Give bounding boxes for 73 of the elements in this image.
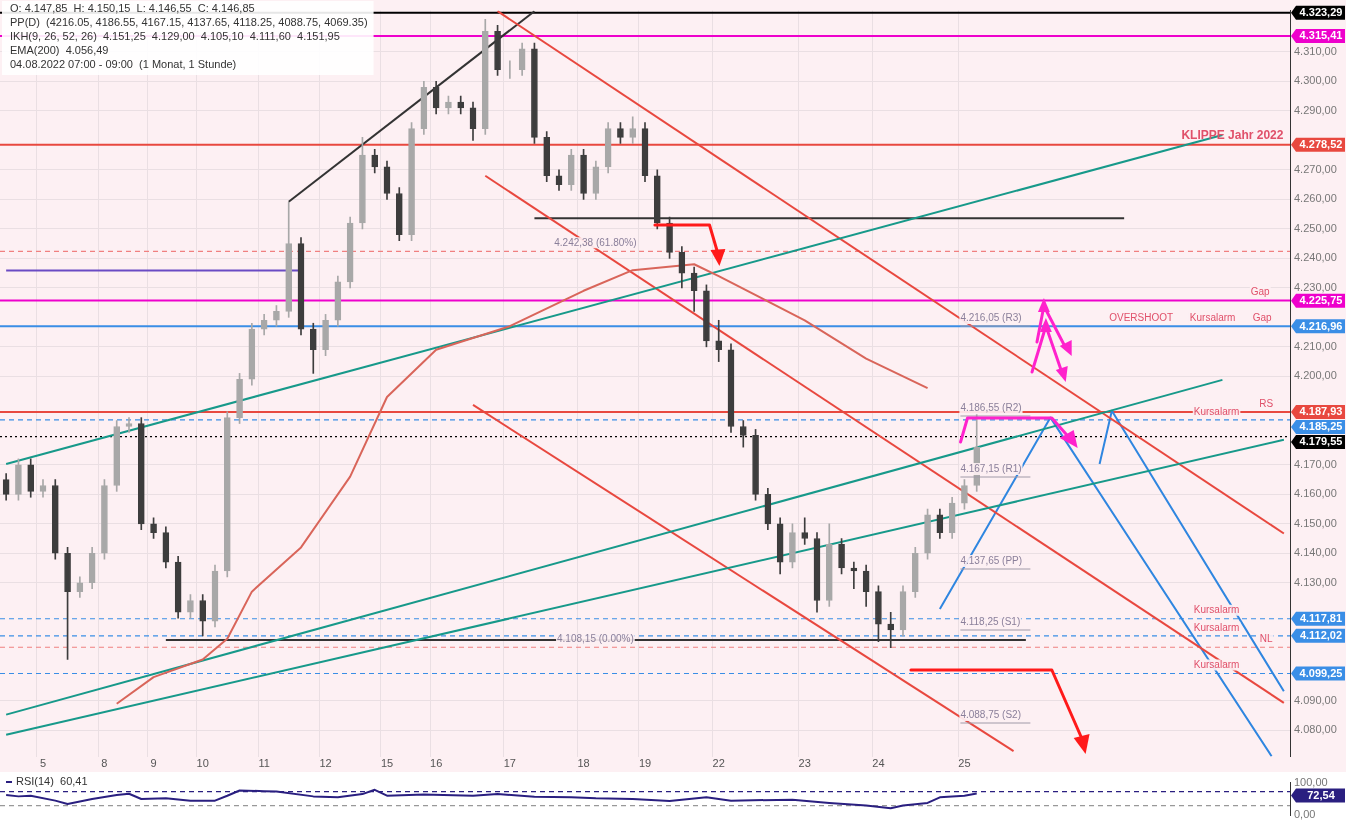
ref-line-label: 4.112,02 bbox=[1299, 629, 1343, 642]
y-tick-label: 4.210,00 bbox=[1294, 339, 1337, 352]
x-tick-label: 22 bbox=[712, 757, 725, 770]
ref-line-label: 72,54 bbox=[1307, 789, 1336, 802]
ref-line-label: 4.187,93 bbox=[1299, 405, 1343, 418]
y-tick-label: 100,00 bbox=[1294, 775, 1328, 788]
annotation: 4.137,65 (PP) bbox=[960, 554, 1023, 566]
annotation: 04.08.2022 07:00 - 09:00 (1 Monat, 1 Stunde) bbox=[10, 58, 237, 71]
y-tick-label: 4.160,00 bbox=[1294, 487, 1337, 500]
x-tick-label: 11 bbox=[258, 757, 270, 770]
annotation: O: 4.147,85 H: 4.150,15 L: 4.146,55 C: 4.146,85 bbox=[10, 2, 255, 15]
ref-line-label: 4.185,25 bbox=[1299, 420, 1343, 433]
ref-line-label: 4.225,75 bbox=[1299, 294, 1343, 307]
annotation: 4.108,15 (0.00%) bbox=[557, 632, 634, 644]
y-tick-label: 4.240,00 bbox=[1294, 251, 1337, 264]
x-tick-label: 25 bbox=[958, 757, 971, 770]
x-tick-label: 24 bbox=[872, 757, 885, 770]
y-tick-label: 4.130,00 bbox=[1294, 575, 1337, 588]
annotation: Kursalarm bbox=[1189, 312, 1236, 324]
annotation: 4.216,05 (R3) bbox=[960, 311, 1022, 323]
x-tick-label: 19 bbox=[638, 757, 652, 770]
candlestick bbox=[715, 319, 723, 362]
x-tick-label: 23 bbox=[798, 757, 811, 770]
annotation: 4.167,15 (R1) bbox=[960, 462, 1022, 474]
y-tick-label: 4.090,00 bbox=[1294, 693, 1337, 706]
annotation: RS bbox=[1259, 397, 1274, 409]
annotation: NL bbox=[1259, 632, 1274, 644]
annotation: Kursalarm bbox=[1193, 405, 1240, 417]
annotation: 4.088,75 (S2) bbox=[960, 708, 1021, 720]
y-tick-label: 4.140,00 bbox=[1294, 546, 1337, 559]
ref-line-label: 4.099,25 bbox=[1299, 667, 1343, 680]
annotation: Kursalarm bbox=[1193, 621, 1240, 633]
annotation: Gap bbox=[1252, 312, 1273, 324]
x-tick-label: 9 bbox=[150, 757, 157, 770]
annotation: Kursalarm bbox=[1193, 659, 1240, 671]
x-tick-label: 5 bbox=[39, 757, 47, 770]
y-tick-label: 4.080,00 bbox=[1294, 723, 1337, 736]
annotation: Gap bbox=[1250, 286, 1271, 298]
x-tick-label: 15 bbox=[380, 757, 394, 770]
annotation: OVERSHOOT bbox=[1109, 312, 1174, 324]
annotation: PP(D) (4216.05, 4186.55, 4167.15, 4137.65, 4118.25, 4088.75, 4069.35) bbox=[10, 16, 368, 29]
x-tick-label: 17 bbox=[503, 757, 516, 770]
ref-line-label: 4.315,41 bbox=[1299, 29, 1343, 42]
annotation: KLIPPE Jahr 2022 bbox=[1181, 128, 1284, 143]
y-tick-label: 4.290,00 bbox=[1294, 103, 1337, 116]
annotation: 4.186,55 (R2) bbox=[960, 401, 1022, 413]
x-tick-label: 16 bbox=[430, 757, 443, 770]
x-tick-label: 8 bbox=[101, 757, 108, 770]
y-tick-label: 4.150,00 bbox=[1294, 516, 1337, 529]
annotation: 4.242,38 (61.80%) bbox=[554, 237, 637, 249]
ref-line-label: 4.179,55 bbox=[1299, 435, 1343, 448]
chart-title: RSI(14) 60,41 bbox=[16, 775, 88, 788]
x-tick-label: 10 bbox=[196, 757, 209, 770]
ref-line-label: 4.117,81 bbox=[1299, 612, 1343, 625]
annotation: Kursalarm bbox=[1193, 604, 1240, 616]
y-tick-label: 0,00 bbox=[1294, 808, 1316, 821]
ref-line-label: 4.216,96 bbox=[1299, 319, 1343, 332]
annotation: 4.118,25 (S1) bbox=[960, 615, 1021, 627]
candlestick bbox=[125, 417, 133, 433]
y-tick-label: 4.170,00 bbox=[1294, 457, 1337, 470]
x-tick-label: 12 bbox=[319, 757, 332, 770]
y-tick-label: 4.230,00 bbox=[1294, 280, 1337, 293]
y-tick-label: 4.310,00 bbox=[1294, 44, 1337, 57]
annotation: IKH(9, 26, 52, 26) 4.151,25 4.129,00 4.105,10 4.111,60 4.151,95 bbox=[10, 30, 340, 43]
y-tick-label: 4.200,00 bbox=[1294, 369, 1337, 382]
y-tick-label: 4.250,00 bbox=[1294, 221, 1337, 234]
y-tick-label: 4.300,00 bbox=[1294, 74, 1337, 87]
ref-line-label: 4.323,29 bbox=[1299, 6, 1343, 19]
y-tick-label: 4.260,00 bbox=[1294, 192, 1337, 205]
ref-line-label: 4.278,52 bbox=[1299, 138, 1343, 151]
y-tick-label: 4.270,00 bbox=[1294, 162, 1337, 175]
annotation: EMA(200) 4.056,49 bbox=[10, 44, 109, 57]
x-tick-label: 18 bbox=[577, 757, 590, 770]
